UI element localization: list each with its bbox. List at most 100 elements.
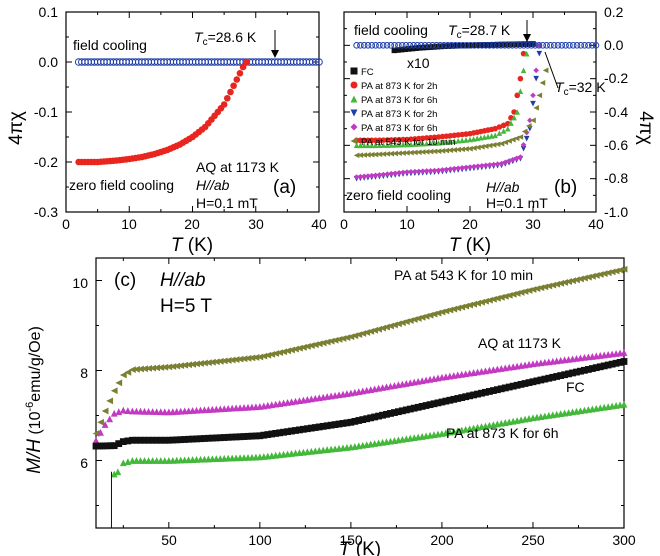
data-point xyxy=(189,435,196,443)
data-point xyxy=(264,431,272,438)
data-point xyxy=(361,142,367,149)
data-point xyxy=(492,132,498,139)
legend-marker xyxy=(350,95,358,103)
data-point xyxy=(384,151,391,157)
data-point xyxy=(513,290,521,297)
data-point xyxy=(501,42,509,49)
data-point xyxy=(110,387,118,395)
data-point xyxy=(391,321,398,329)
data-point xyxy=(443,147,450,154)
data-point xyxy=(442,397,450,405)
data-point xyxy=(588,365,596,372)
data-point xyxy=(284,347,291,355)
data-point xyxy=(243,58,251,66)
data-point xyxy=(365,173,371,179)
data-point xyxy=(557,372,565,379)
data-point xyxy=(296,344,303,352)
data-point xyxy=(331,336,339,344)
data-point xyxy=(327,337,335,345)
panel-a-xtick: 20 xyxy=(184,216,200,232)
data-point xyxy=(517,380,525,388)
data-point xyxy=(351,417,359,425)
data-point xyxy=(533,285,541,293)
data-point xyxy=(500,128,507,134)
data-point xyxy=(323,338,331,346)
data-point xyxy=(353,174,360,180)
data-point xyxy=(260,352,268,360)
panel-a-xtick: 40 xyxy=(311,216,327,232)
series-2 xyxy=(353,50,530,149)
data-point xyxy=(439,167,446,173)
data-point xyxy=(596,271,604,278)
panel-a-field-val-label: H=0.1 mT xyxy=(196,195,258,211)
data-point xyxy=(459,165,465,171)
data-point xyxy=(311,424,319,431)
panel-a-zfc-label: zero field cooling xyxy=(69,177,174,193)
data-point xyxy=(569,42,577,49)
data-point xyxy=(520,42,528,49)
data-point xyxy=(260,431,268,439)
panel-b-xtick: 40 xyxy=(588,216,604,232)
data-point xyxy=(431,148,438,155)
data-point xyxy=(383,410,390,418)
data-point xyxy=(383,42,391,49)
data-point xyxy=(149,364,157,372)
data-point xyxy=(438,398,446,406)
data-point xyxy=(110,442,118,450)
data-point xyxy=(520,145,527,152)
data-point xyxy=(513,155,520,162)
data-point xyxy=(315,340,323,348)
data-point xyxy=(375,325,383,333)
data-point xyxy=(380,142,387,148)
data-point xyxy=(372,172,379,179)
data-point xyxy=(423,148,430,155)
data-point xyxy=(493,42,501,49)
data-point xyxy=(533,105,539,111)
data-point xyxy=(536,92,543,99)
data-point xyxy=(447,166,454,172)
data-point xyxy=(446,306,454,314)
legend-marker xyxy=(350,123,358,131)
data-point xyxy=(447,138,454,145)
data-point xyxy=(392,170,398,177)
data-point xyxy=(119,406,127,414)
data-point xyxy=(244,432,252,440)
data-point xyxy=(442,307,450,315)
panel-b-field-cooling-label: field cooling xyxy=(354,22,428,38)
data-point xyxy=(416,149,422,156)
data-point xyxy=(462,393,470,401)
data-point xyxy=(596,363,604,371)
data-point xyxy=(303,343,311,350)
data-point xyxy=(422,402,430,409)
data-point xyxy=(216,357,224,365)
data-point xyxy=(185,435,193,443)
data-point xyxy=(388,137,395,143)
data-point xyxy=(620,265,628,273)
panel-b-xtick: 10 xyxy=(399,216,415,232)
panel-b-tc1-arrow xyxy=(523,20,531,42)
panel-a: 0.1 0.0 -0.1 -0.2 -0.3 0 10 20 30 40 4πχ… xyxy=(6,4,327,256)
data-point xyxy=(379,411,386,419)
data-point xyxy=(543,42,550,49)
data-point xyxy=(452,43,459,49)
data-point xyxy=(124,368,132,376)
data-point xyxy=(416,141,422,147)
panel-c-field-val-label: H=5 T xyxy=(160,296,212,317)
data-point xyxy=(232,356,240,363)
data-point xyxy=(391,42,398,49)
data-point xyxy=(384,171,391,177)
data-point xyxy=(498,160,505,167)
data-point xyxy=(220,101,228,108)
data-point xyxy=(525,379,533,387)
data-point xyxy=(517,88,524,94)
series-0 xyxy=(74,58,323,66)
data-point xyxy=(380,171,387,178)
data-point xyxy=(505,383,513,391)
data-point xyxy=(517,75,524,82)
data-point xyxy=(236,433,244,441)
data-point xyxy=(315,423,323,431)
data-point xyxy=(353,152,360,159)
data-point xyxy=(466,301,474,309)
data-point xyxy=(501,384,509,392)
panel-a-xlabel: T (K) xyxy=(171,235,213,256)
